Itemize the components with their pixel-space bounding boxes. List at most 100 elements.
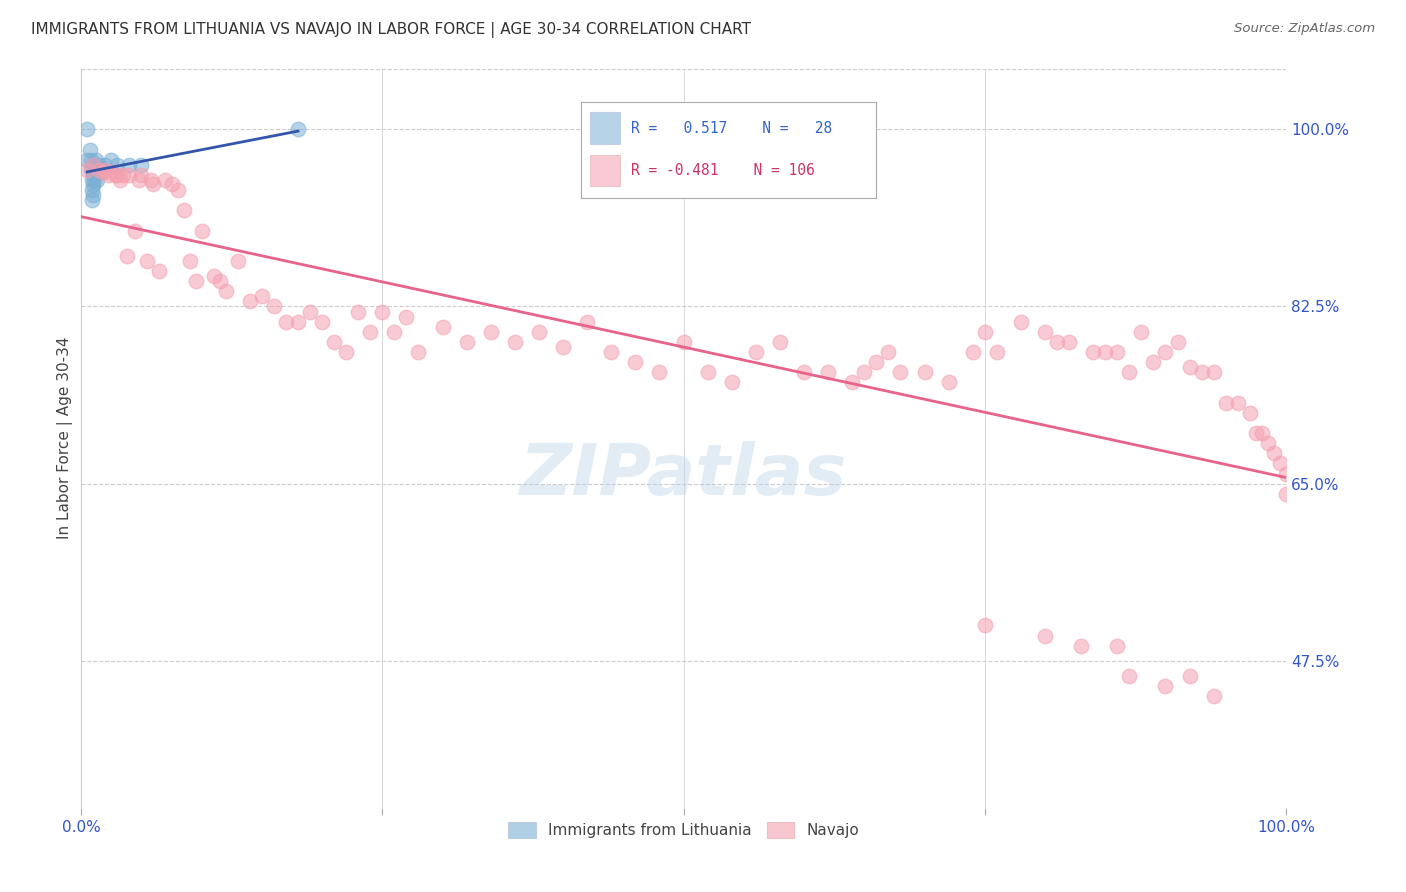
Point xyxy=(94,158,117,172)
Point xyxy=(1226,395,1249,409)
Point xyxy=(1250,426,1272,441)
Point xyxy=(94,162,117,177)
Point xyxy=(1070,639,1092,653)
Point xyxy=(76,122,98,136)
Point xyxy=(100,165,122,179)
Point xyxy=(274,315,297,329)
Point xyxy=(91,165,114,179)
Point xyxy=(817,365,839,379)
Point xyxy=(600,345,623,359)
Point xyxy=(624,355,647,369)
Point xyxy=(299,304,322,318)
Point xyxy=(1178,669,1201,683)
Point xyxy=(287,122,309,136)
Point xyxy=(84,162,107,177)
Point xyxy=(432,319,454,334)
Point xyxy=(359,325,381,339)
Point xyxy=(136,254,159,268)
Point xyxy=(408,345,430,359)
Point xyxy=(973,618,995,632)
Point xyxy=(720,376,742,390)
Point xyxy=(1215,395,1237,409)
Point xyxy=(479,325,502,339)
Point xyxy=(1046,334,1069,349)
Point xyxy=(1107,639,1129,653)
Point xyxy=(1268,457,1291,471)
Point xyxy=(1154,345,1177,359)
Point xyxy=(1130,325,1153,339)
Point xyxy=(1191,365,1213,379)
Point xyxy=(115,249,138,263)
Point xyxy=(1033,325,1056,339)
Point xyxy=(148,264,170,278)
Point xyxy=(105,158,128,172)
Point xyxy=(1107,345,1129,359)
Point xyxy=(131,158,153,172)
Point xyxy=(239,294,262,309)
Point xyxy=(142,177,165,191)
Point xyxy=(311,315,333,329)
Point xyxy=(131,168,153,182)
Point xyxy=(128,173,150,187)
Legend: Immigrants from Lithuania, Navajo: Immigrants from Lithuania, Navajo xyxy=(502,816,865,845)
Text: ZIPatlas: ZIPatlas xyxy=(520,441,848,509)
Point xyxy=(1244,426,1267,441)
Point xyxy=(1033,629,1056,643)
Point xyxy=(1118,669,1140,683)
Point xyxy=(89,161,111,175)
Point xyxy=(89,165,111,179)
Point xyxy=(938,376,960,390)
Point xyxy=(80,173,103,187)
Text: IMMIGRANTS FROM LITHUANIA VS NAVAJO IN LABOR FORCE | AGE 30-34 CORRELATION CHART: IMMIGRANTS FROM LITHUANIA VS NAVAJO IN L… xyxy=(31,22,751,38)
Point xyxy=(1239,406,1261,420)
Point xyxy=(1202,690,1225,704)
Point xyxy=(105,168,128,182)
Point xyxy=(80,193,103,207)
Point xyxy=(335,345,357,359)
Point xyxy=(250,289,273,303)
Point xyxy=(155,173,177,187)
Point xyxy=(184,274,207,288)
Point xyxy=(190,223,212,237)
Point xyxy=(173,203,195,218)
Point xyxy=(86,162,108,177)
Point xyxy=(82,158,104,172)
Point xyxy=(648,365,671,379)
Point xyxy=(877,345,900,359)
Point xyxy=(83,162,105,177)
Point xyxy=(1167,334,1189,349)
Point xyxy=(914,365,936,379)
Point xyxy=(841,376,863,390)
Point xyxy=(76,153,98,167)
Point xyxy=(97,168,120,182)
Point xyxy=(1094,345,1116,359)
Point xyxy=(1010,315,1032,329)
Point xyxy=(503,334,526,349)
Point xyxy=(1083,345,1105,359)
Point xyxy=(1057,334,1080,349)
Point xyxy=(973,325,995,339)
Point xyxy=(80,153,103,167)
Point xyxy=(226,254,249,268)
Point xyxy=(179,254,201,268)
Point xyxy=(208,274,231,288)
Text: Source: ZipAtlas.com: Source: ZipAtlas.com xyxy=(1234,22,1375,36)
Point xyxy=(793,365,815,379)
Point xyxy=(82,168,104,182)
Point xyxy=(347,304,370,318)
Point xyxy=(323,334,346,349)
Point xyxy=(104,168,127,182)
Point xyxy=(83,173,105,187)
Point xyxy=(86,173,108,187)
Point xyxy=(696,365,718,379)
Point xyxy=(215,285,238,299)
Point xyxy=(84,153,107,167)
Point xyxy=(91,165,114,179)
Point xyxy=(118,158,141,172)
Point xyxy=(527,325,550,339)
Point xyxy=(384,325,406,339)
Point xyxy=(576,315,599,329)
Point xyxy=(889,365,911,379)
Point xyxy=(76,162,98,177)
Point xyxy=(1275,487,1298,501)
